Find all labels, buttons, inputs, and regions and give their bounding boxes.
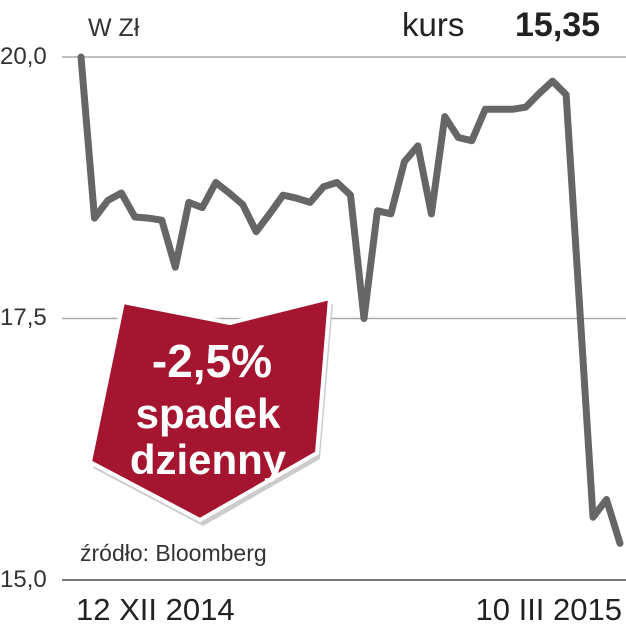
price-line [77,53,624,547]
x-tick-label-end: 10 III 2015 [475,592,622,627]
annotation-line-3: dzienny [130,436,287,483]
y-tick-label: 15,0 [0,566,47,593]
y-tick-label: 20,0 [0,43,47,70]
arrow-shape [88,296,332,522]
drop-arrow-badge: -2,5% spadek dzienny [88,296,333,526]
unit-label: W Zł [88,14,140,42]
current-price-value: 15,35 [515,6,601,44]
annotation-percent: -2,5% [152,335,272,387]
current-price-label: kurs [402,6,465,43]
source-note: źródło: Bloomberg [80,540,267,566]
y-tick-label: 17,5 [0,304,47,331]
x-tick-label-start: 12 XII 2014 [76,592,235,627]
annotation-line-2: spadek [136,390,281,437]
